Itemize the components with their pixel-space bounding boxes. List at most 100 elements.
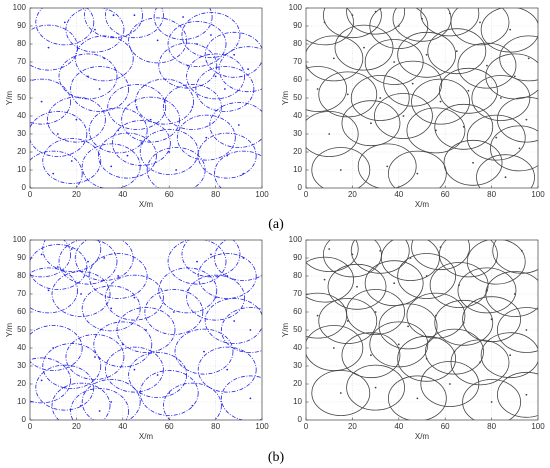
coverage-circle [84, 8, 143, 39]
sensor-node [495, 136, 498, 139]
coverage-circle [341, 332, 401, 379]
sensor-node [379, 249, 382, 252]
coverage-circle [105, 8, 164, 39]
coverage-circle [30, 78, 71, 125]
x-tick-label: 40 [118, 422, 127, 431]
coverage-circle [218, 46, 262, 93]
x-tick-label: 0 [304, 422, 309, 431]
x-tick-label: 0 [304, 190, 309, 199]
sensor-node [339, 169, 342, 171]
data-layer [30, 240, 262, 420]
x-tick-label: 60 [165, 190, 174, 199]
coverage-circle [420, 361, 480, 407]
coverage-circle [406, 292, 466, 339]
coverage-circle [65, 8, 125, 53]
sensor-node [328, 248, 331, 250]
sensor-node [121, 343, 124, 346]
plot-frame [29, 239, 263, 421]
coverage-circle [195, 66, 255, 112]
coverage-circle [197, 132, 257, 179]
y-tick-label: 30 [17, 361, 26, 370]
sensor-node [332, 347, 335, 349]
coverage-circle [466, 240, 526, 285]
data-layer [306, 8, 538, 188]
coverage-circle [181, 12, 241, 58]
coverage-circle [346, 289, 406, 335]
plot-frame [305, 7, 539, 189]
x-tick-label: 20 [348, 422, 357, 431]
y-tick-label: 10 [17, 165, 26, 174]
coverage-circle [427, 28, 487, 75]
y-tick-label: 30 [17, 129, 26, 138]
coverage-circle [204, 298, 262, 344]
sensor-node [339, 392, 342, 394]
x-tick-label: 100 [255, 190, 269, 199]
y-axis-label: Y/m [5, 91, 14, 106]
coverage-circle [341, 100, 401, 147]
sensor-node [525, 118, 528, 121]
y-tick-label: 10 [293, 165, 302, 174]
figure-label: (a) [268, 217, 284, 232]
sensor-node [316, 314, 319, 317]
x-axis-label: X/m [415, 432, 430, 441]
sensor-node [467, 89, 470, 92]
coverage-circle [162, 84, 222, 130]
plot-panel: 0 20 40 60 80 100 0 10 20 30 40 50 60 70 80 90 100 X/m Y/m [5, 235, 269, 441]
coverage-circle [116, 307, 176, 353]
sensor-node [416, 397, 419, 400]
coverage-circle [492, 240, 538, 274]
sensor-node [527, 57, 530, 60]
coverage-circle [323, 8, 382, 39]
sensor-node [504, 176, 507, 179]
coverage-circle [466, 114, 526, 161]
sensor-node [110, 307, 113, 310]
coverage-circle [350, 75, 410, 121]
sensor-node [525, 393, 528, 396]
sensor-node [233, 53, 236, 56]
sensor-node [70, 160, 73, 162]
coverage-circle [497, 307, 538, 353]
sensor-node [87, 260, 89, 263]
sensor-node [233, 320, 236, 322]
coverage-circle [30, 240, 71, 278]
sensor-node [316, 88, 319, 90]
coverage-circle [214, 240, 262, 281]
sensor-node [186, 64, 189, 67]
coverage-circle [107, 84, 167, 130]
coverage-circle [450, 339, 510, 386]
sensor-node [149, 118, 152, 121]
sensor-node [168, 151, 171, 153]
x-tick-label: 100 [531, 422, 545, 431]
coverage-circle [30, 267, 78, 314]
sensor-node [490, 318, 493, 321]
sensor-node [214, 296, 217, 299]
coverage-circle [81, 285, 141, 332]
coverage-circle [51, 271, 111, 317]
sensor-node [397, 343, 400, 346]
coverage-circle [51, 382, 111, 420]
coverage-circle [364, 260, 424, 307]
sensor-node [40, 379, 43, 382]
coverage-circle [111, 120, 171, 166]
sensor-node [346, 93, 349, 96]
sensor-node [513, 293, 516, 295]
sensor-node [56, 133, 59, 135]
coverage-circle [30, 357, 71, 404]
y-tick-label: 0 [298, 415, 303, 424]
sensor-node [210, 34, 212, 36]
sensor-node [52, 172, 55, 175]
coverage-circle [47, 96, 106, 143]
y-tick-label: 90 [293, 253, 302, 262]
y-tick-label: 80 [17, 271, 26, 280]
coverage-circle [70, 388, 129, 420]
coverage-circle [104, 346, 164, 393]
sensor-node [133, 368, 136, 371]
coverage-circle [420, 8, 480, 37]
x-tick-label: 40 [118, 190, 127, 199]
sensor-node [205, 136, 208, 139]
coverage-circle [30, 111, 88, 157]
sensor-node [223, 88, 226, 90]
y-tick-label: 20 [17, 379, 26, 388]
sensor-node [425, 275, 428, 277]
sensor-node [397, 25, 400, 27]
